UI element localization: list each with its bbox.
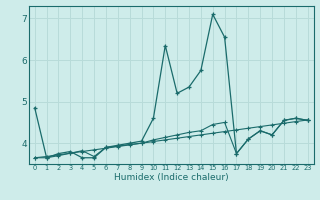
X-axis label: Humidex (Indice chaleur): Humidex (Indice chaleur) xyxy=(114,173,228,182)
